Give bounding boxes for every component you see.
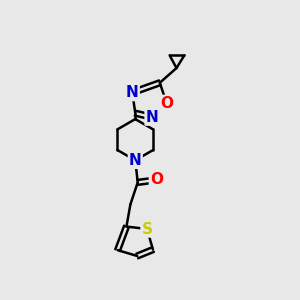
Text: N: N [126, 85, 139, 100]
Text: O: O [150, 172, 163, 188]
Text: N: N [146, 110, 158, 124]
Text: N: N [129, 153, 142, 168]
Text: S: S [142, 221, 153, 236]
Text: O: O [160, 96, 173, 111]
